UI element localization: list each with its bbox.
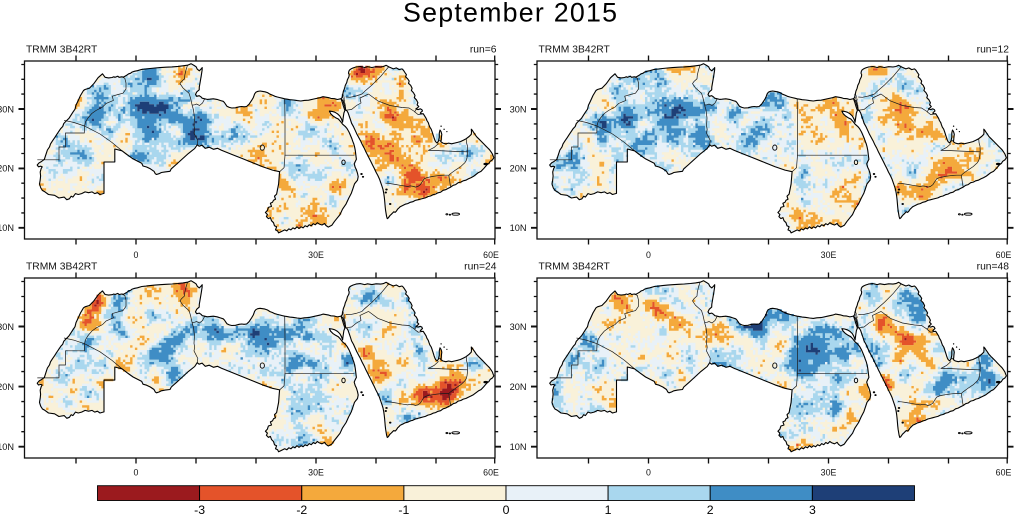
svg-text:TRMM 3B42RT: TRMM 3B42RT — [539, 44, 611, 55]
svg-text:20N: 20N — [510, 382, 527, 392]
svg-text:TRMM 3B42RT: TRMM 3B42RT — [26, 261, 98, 272]
svg-text:10N: 10N — [0, 223, 14, 233]
svg-text:30E: 30E — [821, 468, 837, 478]
svg-text:30E: 30E — [821, 250, 837, 260]
svg-text:30E: 30E — [308, 250, 324, 260]
svg-text:run=24: run=24 — [464, 261, 497, 272]
svg-text:run=12: run=12 — [977, 44, 1010, 55]
svg-text:0: 0 — [134, 250, 139, 260]
svg-text:0: 0 — [134, 468, 139, 478]
svg-text:30N: 30N — [510, 104, 527, 114]
svg-text:20N: 20N — [0, 164, 14, 174]
svg-text:10N: 10N — [0, 442, 14, 452]
svg-text:0: 0 — [503, 503, 510, 515]
svg-text:10N: 10N — [510, 223, 527, 233]
svg-text:2: 2 — [707, 503, 714, 515]
svg-text:0: 0 — [646, 250, 651, 260]
svg-text:TRMM 3B42RT: TRMM 3B42RT — [26, 44, 98, 55]
svg-text:-2: -2 — [296, 503, 307, 515]
svg-text:3: 3 — [809, 503, 816, 515]
svg-text:September 2015: September 2015 — [403, 0, 617, 27]
svg-text:60E: 60E — [483, 468, 499, 478]
svg-text:30E: 30E — [308, 468, 324, 478]
svg-text:30N: 30N — [510, 322, 527, 332]
svg-text:20N: 20N — [510, 164, 527, 174]
svg-text:TRMM 3B42RT: TRMM 3B42RT — [539, 261, 611, 272]
svg-text:60E: 60E — [996, 250, 1012, 260]
svg-text:-1: -1 — [398, 503, 409, 515]
svg-text:10N: 10N — [510, 442, 527, 452]
svg-text:run=48: run=48 — [977, 261, 1010, 272]
svg-text:run=6: run=6 — [470, 44, 497, 55]
svg-text:20N: 20N — [0, 382, 14, 392]
svg-text:1: 1 — [605, 503, 612, 515]
svg-text:60E: 60E — [483, 250, 499, 260]
svg-text:-3: -3 — [194, 503, 205, 515]
svg-text:30N: 30N — [0, 322, 14, 332]
svg-text:0: 0 — [646, 468, 651, 478]
svg-text:30N: 30N — [0, 104, 14, 114]
svg-text:60E: 60E — [996, 468, 1012, 478]
